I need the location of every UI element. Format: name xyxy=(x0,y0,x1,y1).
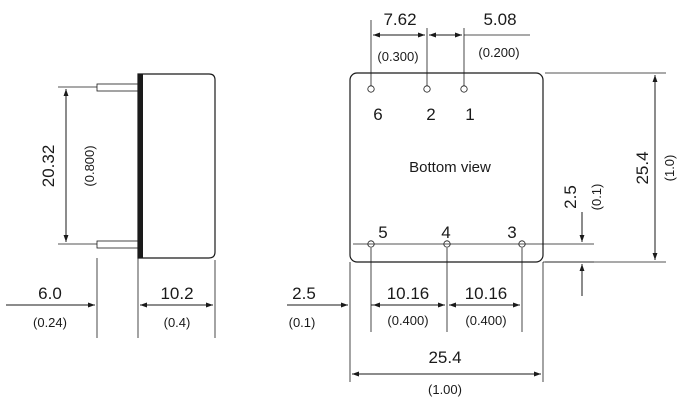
pin-length-in: (0.24) xyxy=(33,315,67,330)
bottom-pitch-2-mm: 10.16 xyxy=(465,284,508,303)
pin-length-mm: 6.0 xyxy=(38,284,62,303)
top-pitch-2-mm: 5.08 xyxy=(483,10,516,29)
side-pin-bottom xyxy=(96,240,139,249)
pin-label-1: 1 xyxy=(465,105,474,124)
side-body xyxy=(137,73,216,259)
row-offset-in: (0.1) xyxy=(589,184,604,211)
pin-4-hole xyxy=(443,240,451,248)
pin-label-5: 5 xyxy=(378,223,387,242)
bottom-height-mm: 25.4 xyxy=(633,151,652,184)
pin-3-hole xyxy=(518,240,526,248)
pin-label-4: 4 xyxy=(441,223,450,242)
bottom-pitch-2-in: (0.400) xyxy=(465,313,506,328)
side-pin-top xyxy=(96,83,139,92)
bottom-height-in: (1.0) xyxy=(662,155,677,182)
pin-5-hole xyxy=(367,240,375,248)
body-depth-in: (0.4) xyxy=(164,315,191,330)
top-pitch-1-mm: 7.62 xyxy=(383,10,416,29)
row-offset-mm: 2.5 xyxy=(561,185,580,209)
side-base-plate xyxy=(138,74,143,258)
top-pitch-1-in: (0.300) xyxy=(377,49,418,64)
edge-offset-in: (0.1) xyxy=(289,315,316,330)
top-pitch-2-in: (0.200) xyxy=(478,45,519,60)
bottom-body xyxy=(349,72,544,263)
bottom-view-caption: Bottom view xyxy=(409,159,491,176)
pin-label-3: 3 xyxy=(507,223,516,242)
side-view: 20.32 (0.800) 6.0 (0.24) 10.2 (0.4) xyxy=(6,73,216,338)
edge-offset-mm: 2.5 xyxy=(292,284,316,303)
bottom-width-mm: 25.4 xyxy=(428,348,461,367)
bottom-view: 6 2 1 Bottom view 5 4 3 7.62 (0.300) 5.0… xyxy=(287,10,677,397)
pin-label-6: 6 xyxy=(373,105,382,124)
side-height-in: (0.800) xyxy=(82,145,97,186)
bottom-width-in: (1.00) xyxy=(428,382,462,397)
bottom-pitch-1-in: (0.400) xyxy=(387,313,428,328)
bottom-pitch-1-mm: 10.16 xyxy=(387,284,430,303)
pin-label-2: 2 xyxy=(426,105,435,124)
body-depth-mm: 10.2 xyxy=(160,284,193,303)
side-height-mm: 20.32 xyxy=(39,145,58,188)
